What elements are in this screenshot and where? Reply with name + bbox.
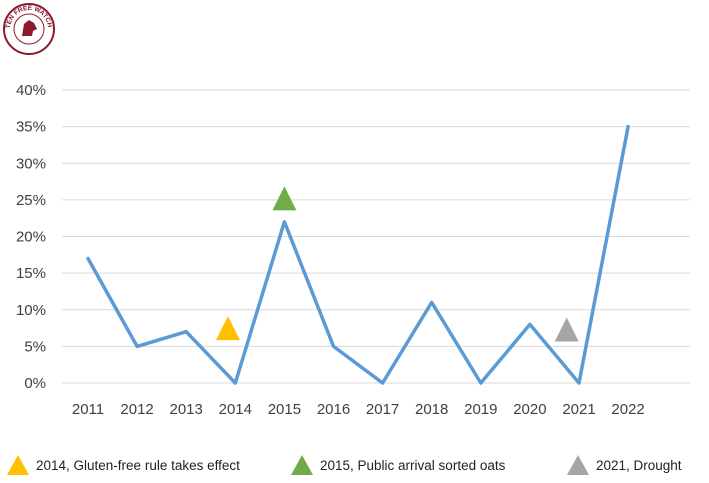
x-tick-label: 2022: [611, 401, 644, 418]
legend-label-2014: 2014, Gluten-free rule takes effect: [36, 457, 240, 473]
y-tick-label: 5%: [24, 338, 46, 355]
x-tick-label: 2016: [317, 401, 350, 418]
x-tick-label: 2011: [72, 401, 104, 418]
gray-triangle-icon: [567, 455, 589, 475]
y-tick-label: 30%: [16, 155, 46, 172]
line-chart: 0%5%10%15%20%25%30%35%40% 2011 2012 2013 20…: [16, 82, 690, 418]
y-axis-ticks: 0% 5% 10% 15% 20% 25% 30% 35% 40%: [16, 82, 46, 392]
x-tick-label: 2014: [219, 401, 252, 418]
yellow-triangle-icon: [7, 455, 29, 475]
x-tick-label: 2013: [170, 401, 203, 418]
y-tick-label: 0%: [24, 375, 46, 392]
x-tick-label: 2012: [120, 401, 153, 418]
x-axis-ticks: 2011 2012 2013 2014 2015 2016 2017 2018 2019 2020…: [72, 401, 645, 418]
legend-item-2021: 2021, Drought: [566, 452, 682, 478]
x-tick-label: 2018: [415, 401, 448, 418]
y-tick-label: 35%: [16, 119, 46, 136]
y-tick-label: 40%: [16, 82, 46, 99]
x-tick-label: 2017: [366, 401, 399, 418]
event-markers: [215, 186, 579, 342]
gridlines: [62, 89, 690, 384]
legend-label-2021: 2021, Drought: [596, 457, 682, 473]
gluten-free-watchdog-logo: GLUTEN FREE WATCHDOG: [2, 2, 55, 55]
x-tick-label: 2020: [513, 401, 546, 418]
event-marker-triangle-2: [554, 317, 579, 342]
y-tick-label: 20%: [16, 229, 46, 246]
series-line: [86, 124, 630, 385]
green-triangle-icon: [291, 455, 313, 475]
x-tick-label: 2021: [562, 401, 595, 418]
x-tick-label: 2015: [268, 401, 301, 418]
legend-item-2014: 2014, Gluten-free rule takes effect: [6, 452, 240, 478]
legend: 2014, Gluten-free rule takes effect 2015…: [0, 452, 709, 482]
event-marker-triangle-0: [215, 316, 240, 341]
legend-label-2015: 2015, Public arrival sorted oats: [320, 457, 506, 473]
y-tick-label: 10%: [16, 302, 46, 319]
y-tick-label: 25%: [16, 192, 46, 209]
y-tick-label: 15%: [16, 265, 46, 282]
event-marker-triangle-1: [272, 186, 297, 211]
x-tick-label: 2019: [464, 401, 497, 418]
legend-item-2015: 2015, Public arrival sorted oats: [290, 452, 505, 478]
